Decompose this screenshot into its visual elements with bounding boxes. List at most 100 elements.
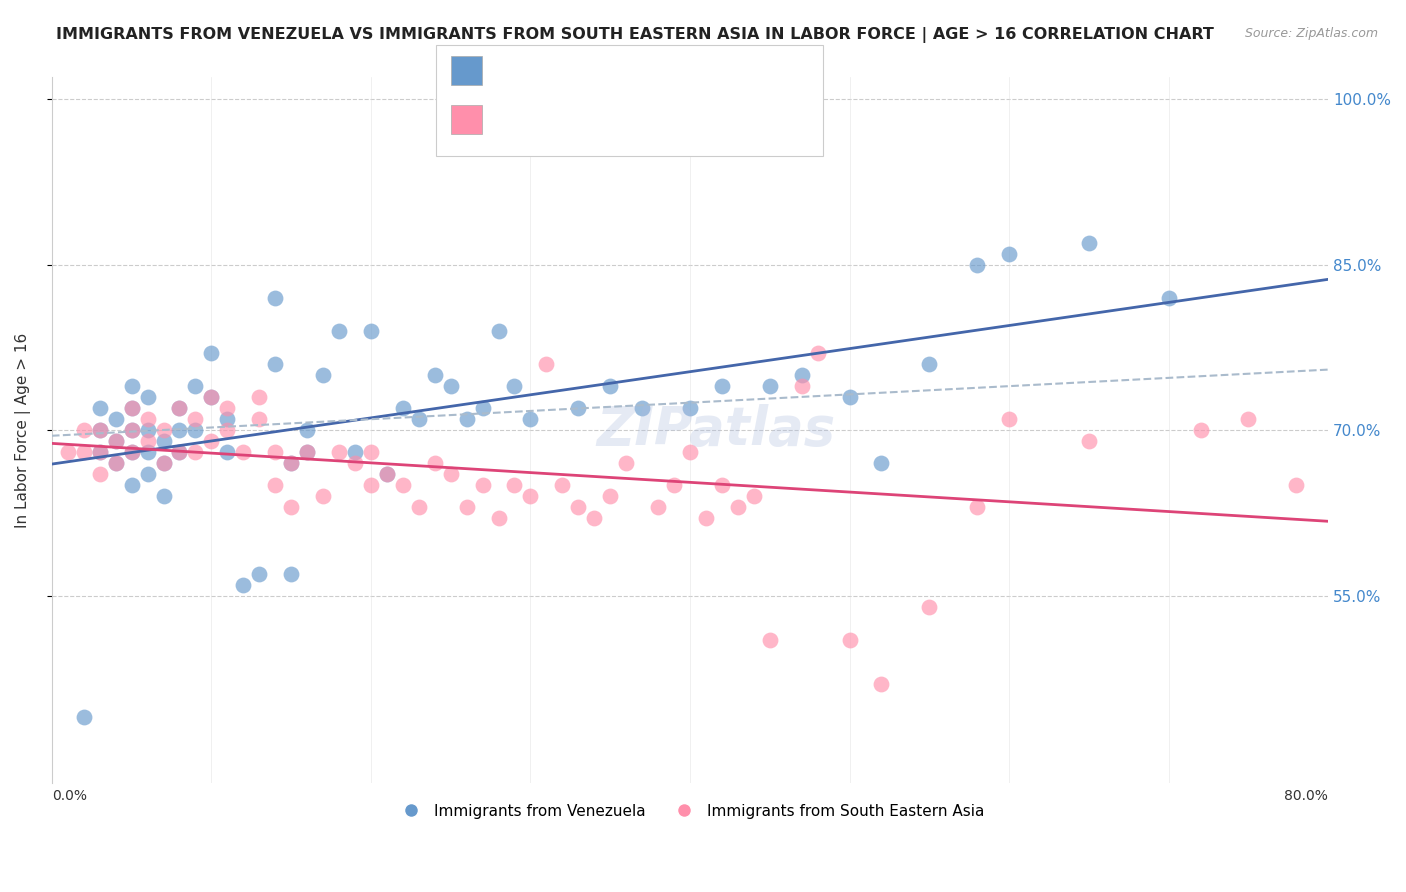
Point — [104, 434, 127, 449]
Text: 0.0%: 0.0% — [52, 789, 87, 803]
Point — [456, 500, 478, 515]
Point — [264, 445, 287, 459]
Point — [536, 357, 558, 371]
Point — [710, 379, 733, 393]
Point — [440, 379, 463, 393]
Point — [918, 357, 941, 371]
Point — [488, 324, 510, 338]
Point — [918, 599, 941, 614]
Point — [790, 368, 813, 383]
Point — [998, 412, 1021, 426]
Point — [89, 445, 111, 459]
Point — [966, 500, 988, 515]
Point — [343, 456, 366, 470]
Point — [1077, 434, 1099, 449]
Point — [121, 478, 143, 492]
Point — [567, 500, 589, 515]
Point — [121, 379, 143, 393]
Point — [247, 412, 270, 426]
Point — [200, 390, 222, 404]
Point — [456, 412, 478, 426]
Point — [232, 445, 254, 459]
Point — [73, 423, 96, 437]
Point — [727, 500, 749, 515]
Point — [312, 489, 335, 503]
Point — [104, 456, 127, 470]
Point — [184, 379, 207, 393]
Point — [519, 412, 541, 426]
Point — [264, 291, 287, 305]
Point — [295, 423, 318, 437]
Point — [1237, 412, 1260, 426]
Text: 71: 71 — [630, 112, 651, 127]
Point — [200, 434, 222, 449]
Point — [247, 566, 270, 581]
Point — [136, 412, 159, 426]
Point — [695, 511, 717, 525]
Point — [870, 677, 893, 691]
Point — [567, 401, 589, 416]
Point — [217, 401, 239, 416]
Point — [136, 467, 159, 482]
Point — [89, 401, 111, 416]
Point — [391, 401, 413, 416]
Point — [440, 467, 463, 482]
Point — [264, 478, 287, 492]
Point — [232, 577, 254, 591]
Point — [217, 445, 239, 459]
Text: Source: ZipAtlas.com: Source: ZipAtlas.com — [1244, 27, 1378, 40]
Point — [136, 445, 159, 459]
Text: N =: N = — [591, 62, 620, 78]
Point — [328, 445, 350, 459]
Text: N =: N = — [591, 112, 620, 127]
Point — [488, 511, 510, 525]
Point — [519, 489, 541, 503]
Point — [89, 445, 111, 459]
Point — [136, 390, 159, 404]
Point — [503, 379, 526, 393]
Point — [217, 412, 239, 426]
Point — [169, 445, 191, 459]
Point — [152, 456, 174, 470]
Point — [169, 401, 191, 416]
Point — [121, 445, 143, 459]
Point — [423, 368, 446, 383]
Point — [89, 467, 111, 482]
Point — [104, 412, 127, 426]
Point — [758, 632, 780, 647]
Point — [136, 423, 159, 437]
Point — [807, 346, 830, 360]
Point — [73, 710, 96, 724]
Point — [408, 412, 430, 426]
Point — [104, 456, 127, 470]
Point — [169, 423, 191, 437]
Point — [758, 379, 780, 393]
Point — [73, 445, 96, 459]
Point — [121, 445, 143, 459]
Point — [56, 445, 79, 459]
Point — [423, 456, 446, 470]
Point — [360, 445, 382, 459]
Point — [89, 423, 111, 437]
Point — [295, 445, 318, 459]
Text: R =: R = — [488, 62, 516, 78]
Point — [247, 390, 270, 404]
Point — [647, 500, 669, 515]
Point — [312, 368, 335, 383]
Point — [551, 478, 574, 492]
Point — [503, 478, 526, 492]
Point — [184, 445, 207, 459]
Point — [184, 412, 207, 426]
Text: ZIPatlas: ZIPatlas — [596, 404, 835, 456]
Point — [200, 390, 222, 404]
Text: 0.226: 0.226 — [527, 62, 575, 78]
Point — [295, 445, 318, 459]
Point — [169, 401, 191, 416]
Point — [742, 489, 765, 503]
Point — [710, 478, 733, 492]
Text: -0.178: -0.178 — [527, 112, 582, 127]
Point — [614, 456, 637, 470]
Point — [152, 434, 174, 449]
Point — [121, 423, 143, 437]
Point — [152, 456, 174, 470]
